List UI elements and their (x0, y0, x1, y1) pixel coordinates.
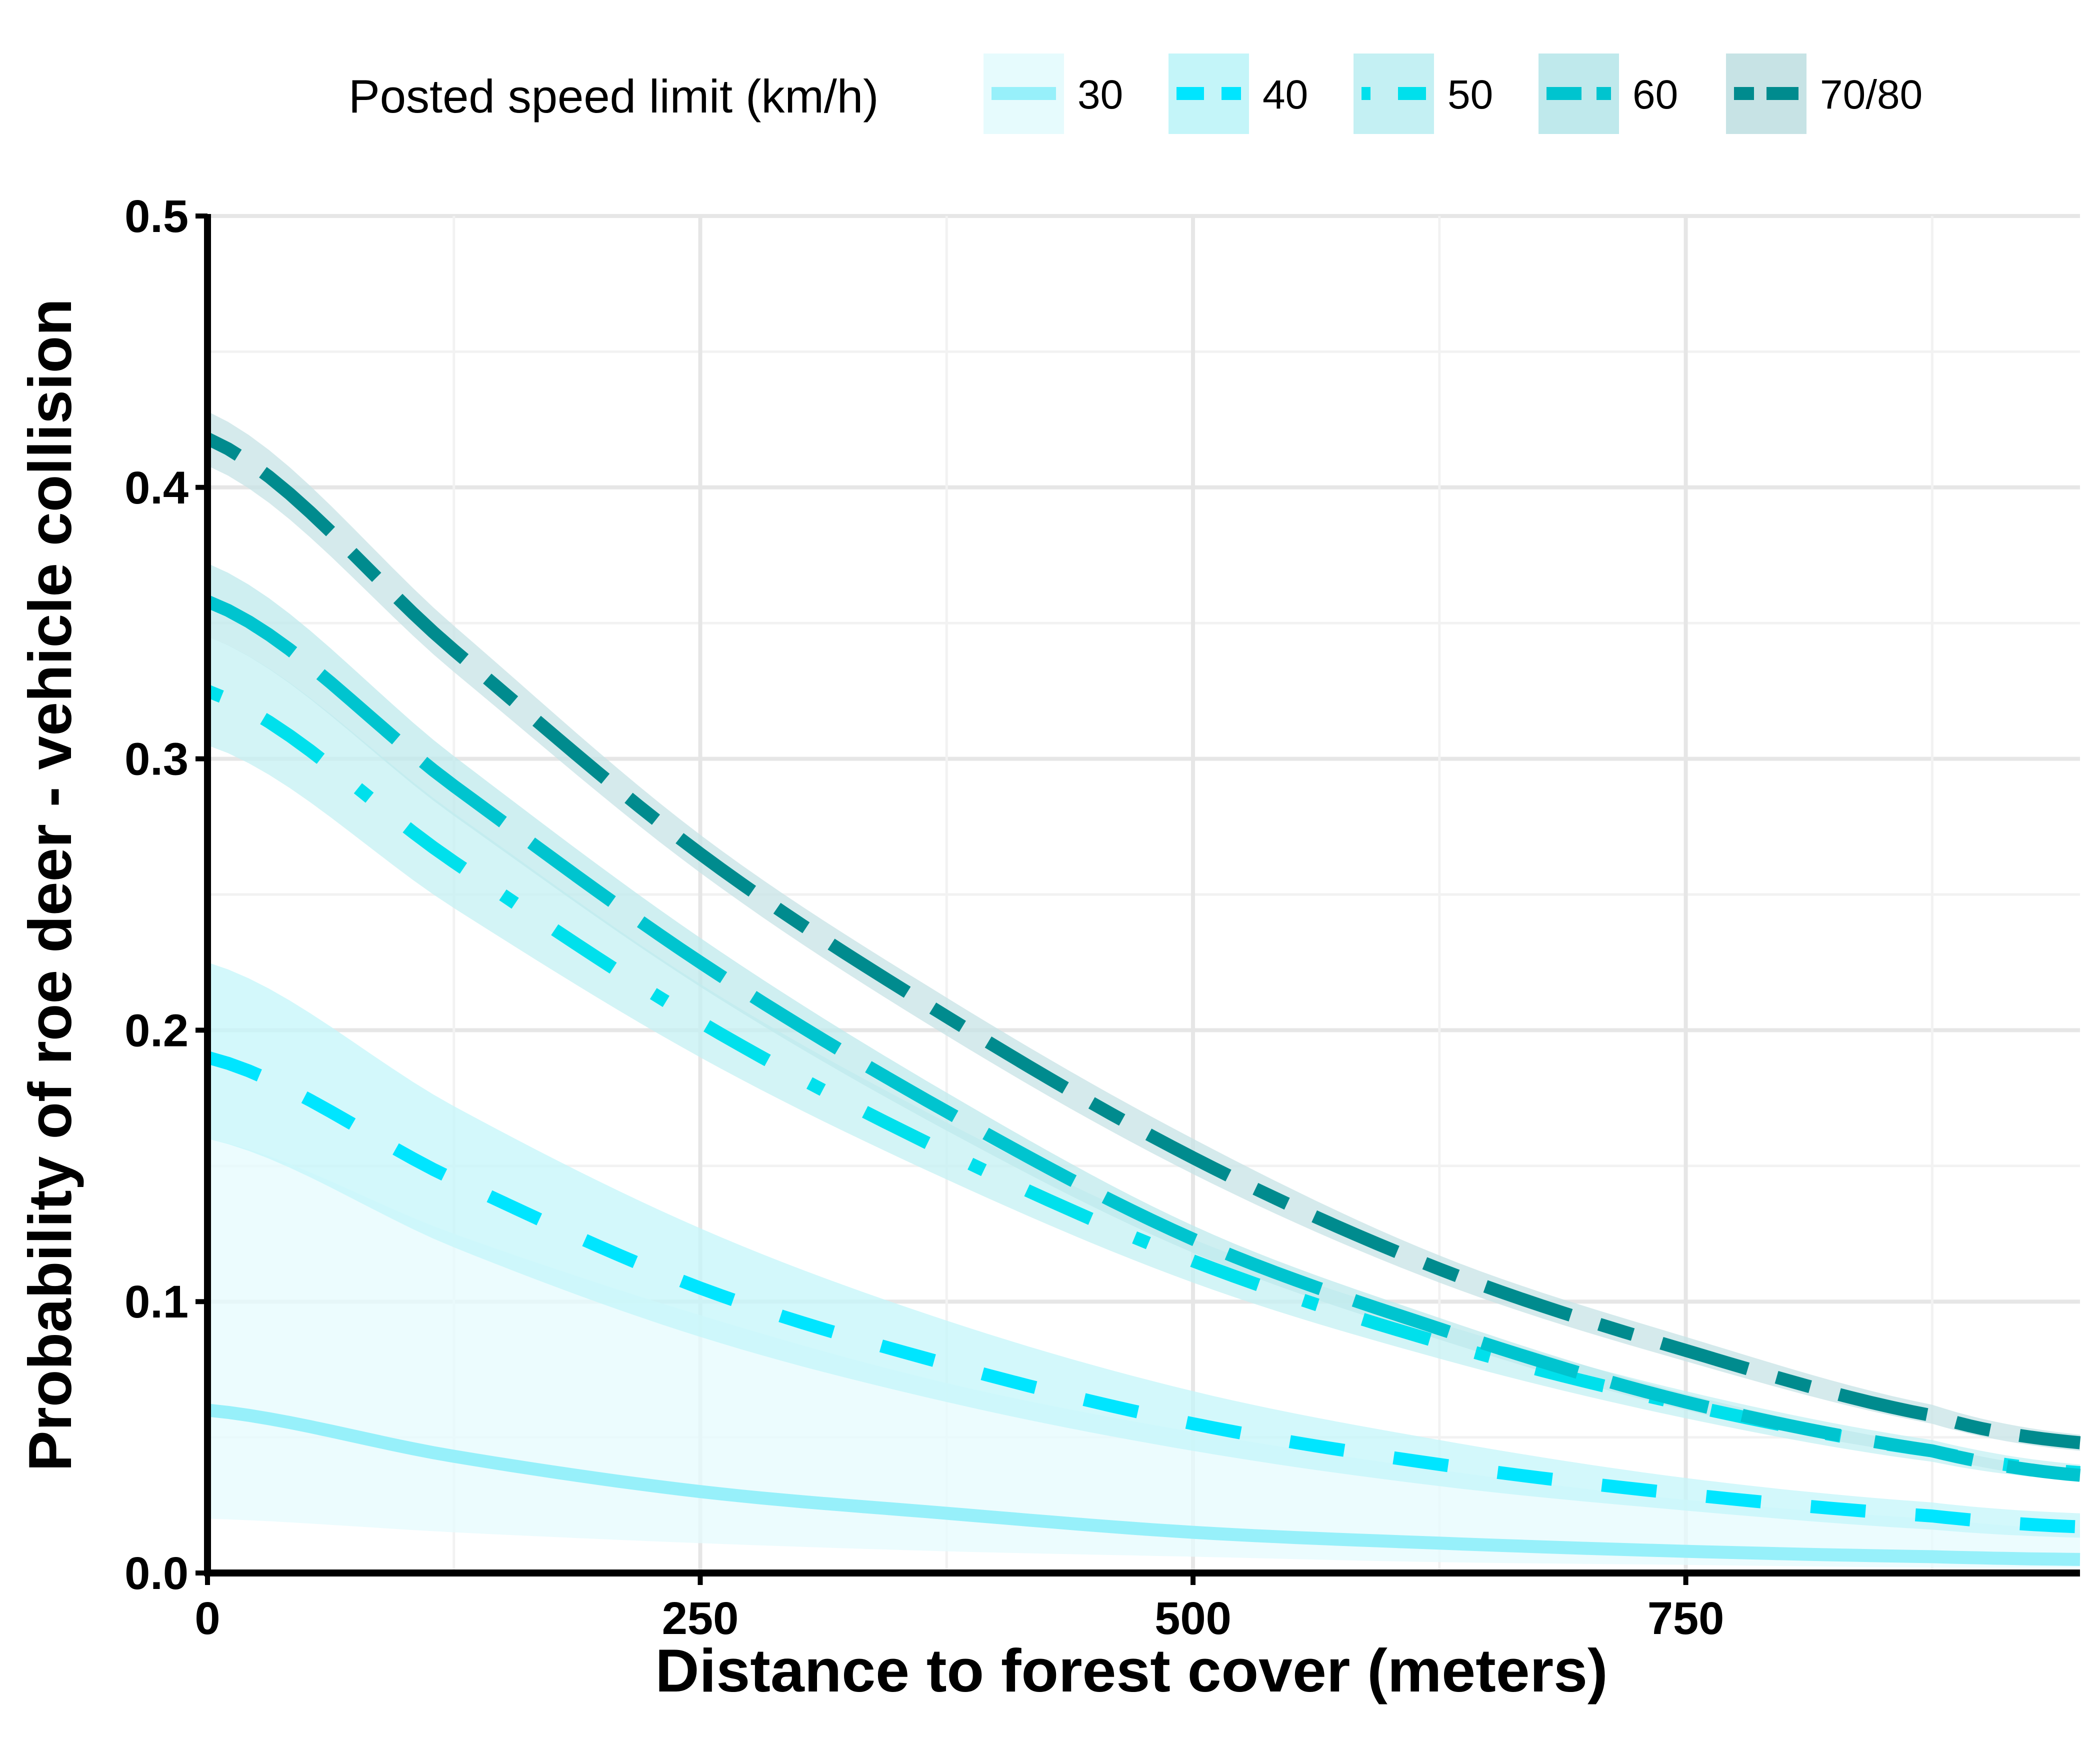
legend: Posted speed limit (km/h) 30 40 50 60 70/80 (348, 52, 1922, 136)
legend-label: 30 (1078, 72, 1123, 118)
series-line (206, 1051, 2080, 1534)
series-line (204, 432, 2081, 1450)
confidence-bands (208, 411, 2080, 1568)
legend-label: 40 (1262, 72, 1308, 118)
series-line (205, 684, 2081, 1480)
y-tick-label: 0.3 (124, 734, 188, 785)
y-tick-label: 0.4 (124, 462, 188, 514)
series-line (204, 595, 2081, 1482)
y-axis-title: Probability of roe deer - vehicle collis… (16, 298, 84, 1472)
legend-title: Posted speed limit (km/h) (348, 70, 878, 122)
axes: 0.0 0.1 0.2 0.3 0.4 0.5 0 250 500 750 (124, 191, 2080, 1644)
legend-label: 70/80 (1820, 72, 1922, 118)
x-tick-label: 0 (194, 1593, 220, 1644)
series-lines (204, 432, 2081, 1566)
y-tick-label: 0.5 (124, 191, 188, 242)
x-tick-label: 250 (662, 1593, 739, 1644)
y-tick-label: 0.0 (124, 1548, 188, 1599)
legend-label: 50 (1448, 72, 1493, 118)
series-line (206, 1404, 2080, 1566)
confidence-band (208, 1138, 2080, 1568)
x-axis-title: Distance to forest cover (meters) (655, 1636, 1608, 1704)
legend-label: 60 (1632, 72, 1678, 118)
y-tick-label: 0.2 (124, 1005, 188, 1056)
confidence-band (208, 962, 2080, 1538)
y-tick-label: 0.1 (124, 1276, 188, 1328)
x-tick-label: 750 (1648, 1593, 1724, 1644)
x-tick-label: 500 (1154, 1593, 1232, 1644)
